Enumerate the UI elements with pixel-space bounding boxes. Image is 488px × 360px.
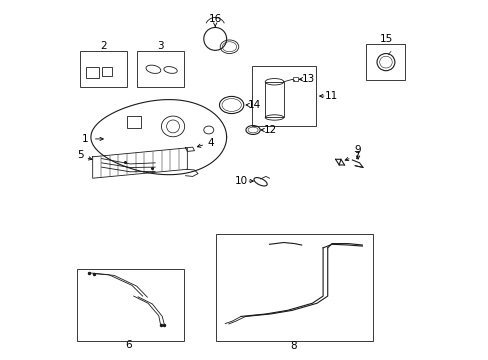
Bar xyxy=(251,66,315,126)
Text: 5: 5 xyxy=(77,150,83,160)
Text: 14: 14 xyxy=(247,100,261,110)
Bar xyxy=(80,51,126,87)
Text: 9: 9 xyxy=(354,145,361,155)
Text: 12: 12 xyxy=(263,125,276,135)
Bar xyxy=(126,116,141,128)
Text: 7: 7 xyxy=(353,151,359,161)
Bar xyxy=(102,67,111,76)
Text: 11: 11 xyxy=(324,91,337,101)
Text: 3: 3 xyxy=(157,41,163,51)
Text: 15: 15 xyxy=(379,34,392,44)
Text: 4: 4 xyxy=(207,138,213,148)
Bar xyxy=(216,234,372,341)
Bar xyxy=(77,269,183,341)
Bar xyxy=(292,77,298,81)
Text: 10: 10 xyxy=(234,176,247,186)
Bar xyxy=(365,44,405,80)
Text: 8: 8 xyxy=(289,341,296,351)
Text: 1: 1 xyxy=(82,134,89,144)
Text: 13: 13 xyxy=(302,74,315,84)
Text: 6: 6 xyxy=(125,340,131,350)
Text: 2: 2 xyxy=(100,41,106,51)
Bar xyxy=(264,82,283,117)
Text: 16: 16 xyxy=(208,14,222,24)
Bar xyxy=(137,51,183,87)
